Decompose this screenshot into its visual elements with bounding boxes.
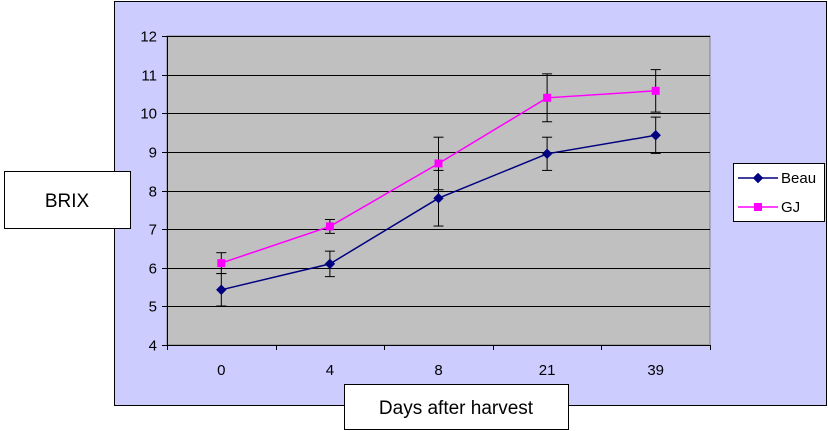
y-tick-label: 10 <box>140 106 157 123</box>
legend-marker <box>752 172 764 184</box>
y-tick-label: 11 <box>141 68 157 85</box>
data-point <box>325 222 334 231</box>
x-tick-label: 0 <box>217 362 225 379</box>
y-tick-label: 6 <box>149 261 157 278</box>
data-point <box>651 86 660 95</box>
legend-label: GJ <box>781 199 800 216</box>
series-gj <box>216 69 661 275</box>
legend-label: Beau <box>781 170 816 187</box>
data-point <box>433 193 444 204</box>
y-axis-title-text: BRIX <box>45 191 90 212</box>
y-tick-label: 4 <box>149 338 157 355</box>
series-beau <box>216 116 661 307</box>
y-tick-label: 8 <box>149 184 157 201</box>
legend: Beau GJ <box>733 163 825 222</box>
y-axis-title-box <box>4 171 131 229</box>
x-axis-title: Days after harvest <box>344 384 569 430</box>
x-tick-label: 4 <box>326 362 334 379</box>
data-point <box>324 258 336 270</box>
y-tick-label: 9 <box>149 145 157 162</box>
axes: 4 5 6 7 8 9 10 11 12 0 4 8 21 39 <box>140 29 711 379</box>
x-tick-label: 8 <box>434 362 442 379</box>
data-point <box>541 148 553 160</box>
x-tick-label: 39 <box>647 362 664 379</box>
y-tick-label: 12 <box>140 29 157 46</box>
data-point <box>650 130 661 141</box>
legend-items: Beau GJ <box>738 170 816 216</box>
x-axis-title-box <box>344 384 569 430</box>
y-axis-title: BRIX <box>4 171 131 229</box>
data-point <box>434 159 443 168</box>
data-point <box>543 93 552 102</box>
data-point <box>217 259 226 268</box>
series-layer <box>216 69 661 307</box>
x-axis-title-text: Days after harvest <box>379 398 534 419</box>
data-point <box>216 284 227 295</box>
legend-marker <box>754 203 762 211</box>
legend-box <box>733 163 825 222</box>
y-tick-label: 7 <box>149 222 157 239</box>
x-tick-label: 21 <box>539 362 556 379</box>
y-tick-label: 5 <box>149 299 157 316</box>
